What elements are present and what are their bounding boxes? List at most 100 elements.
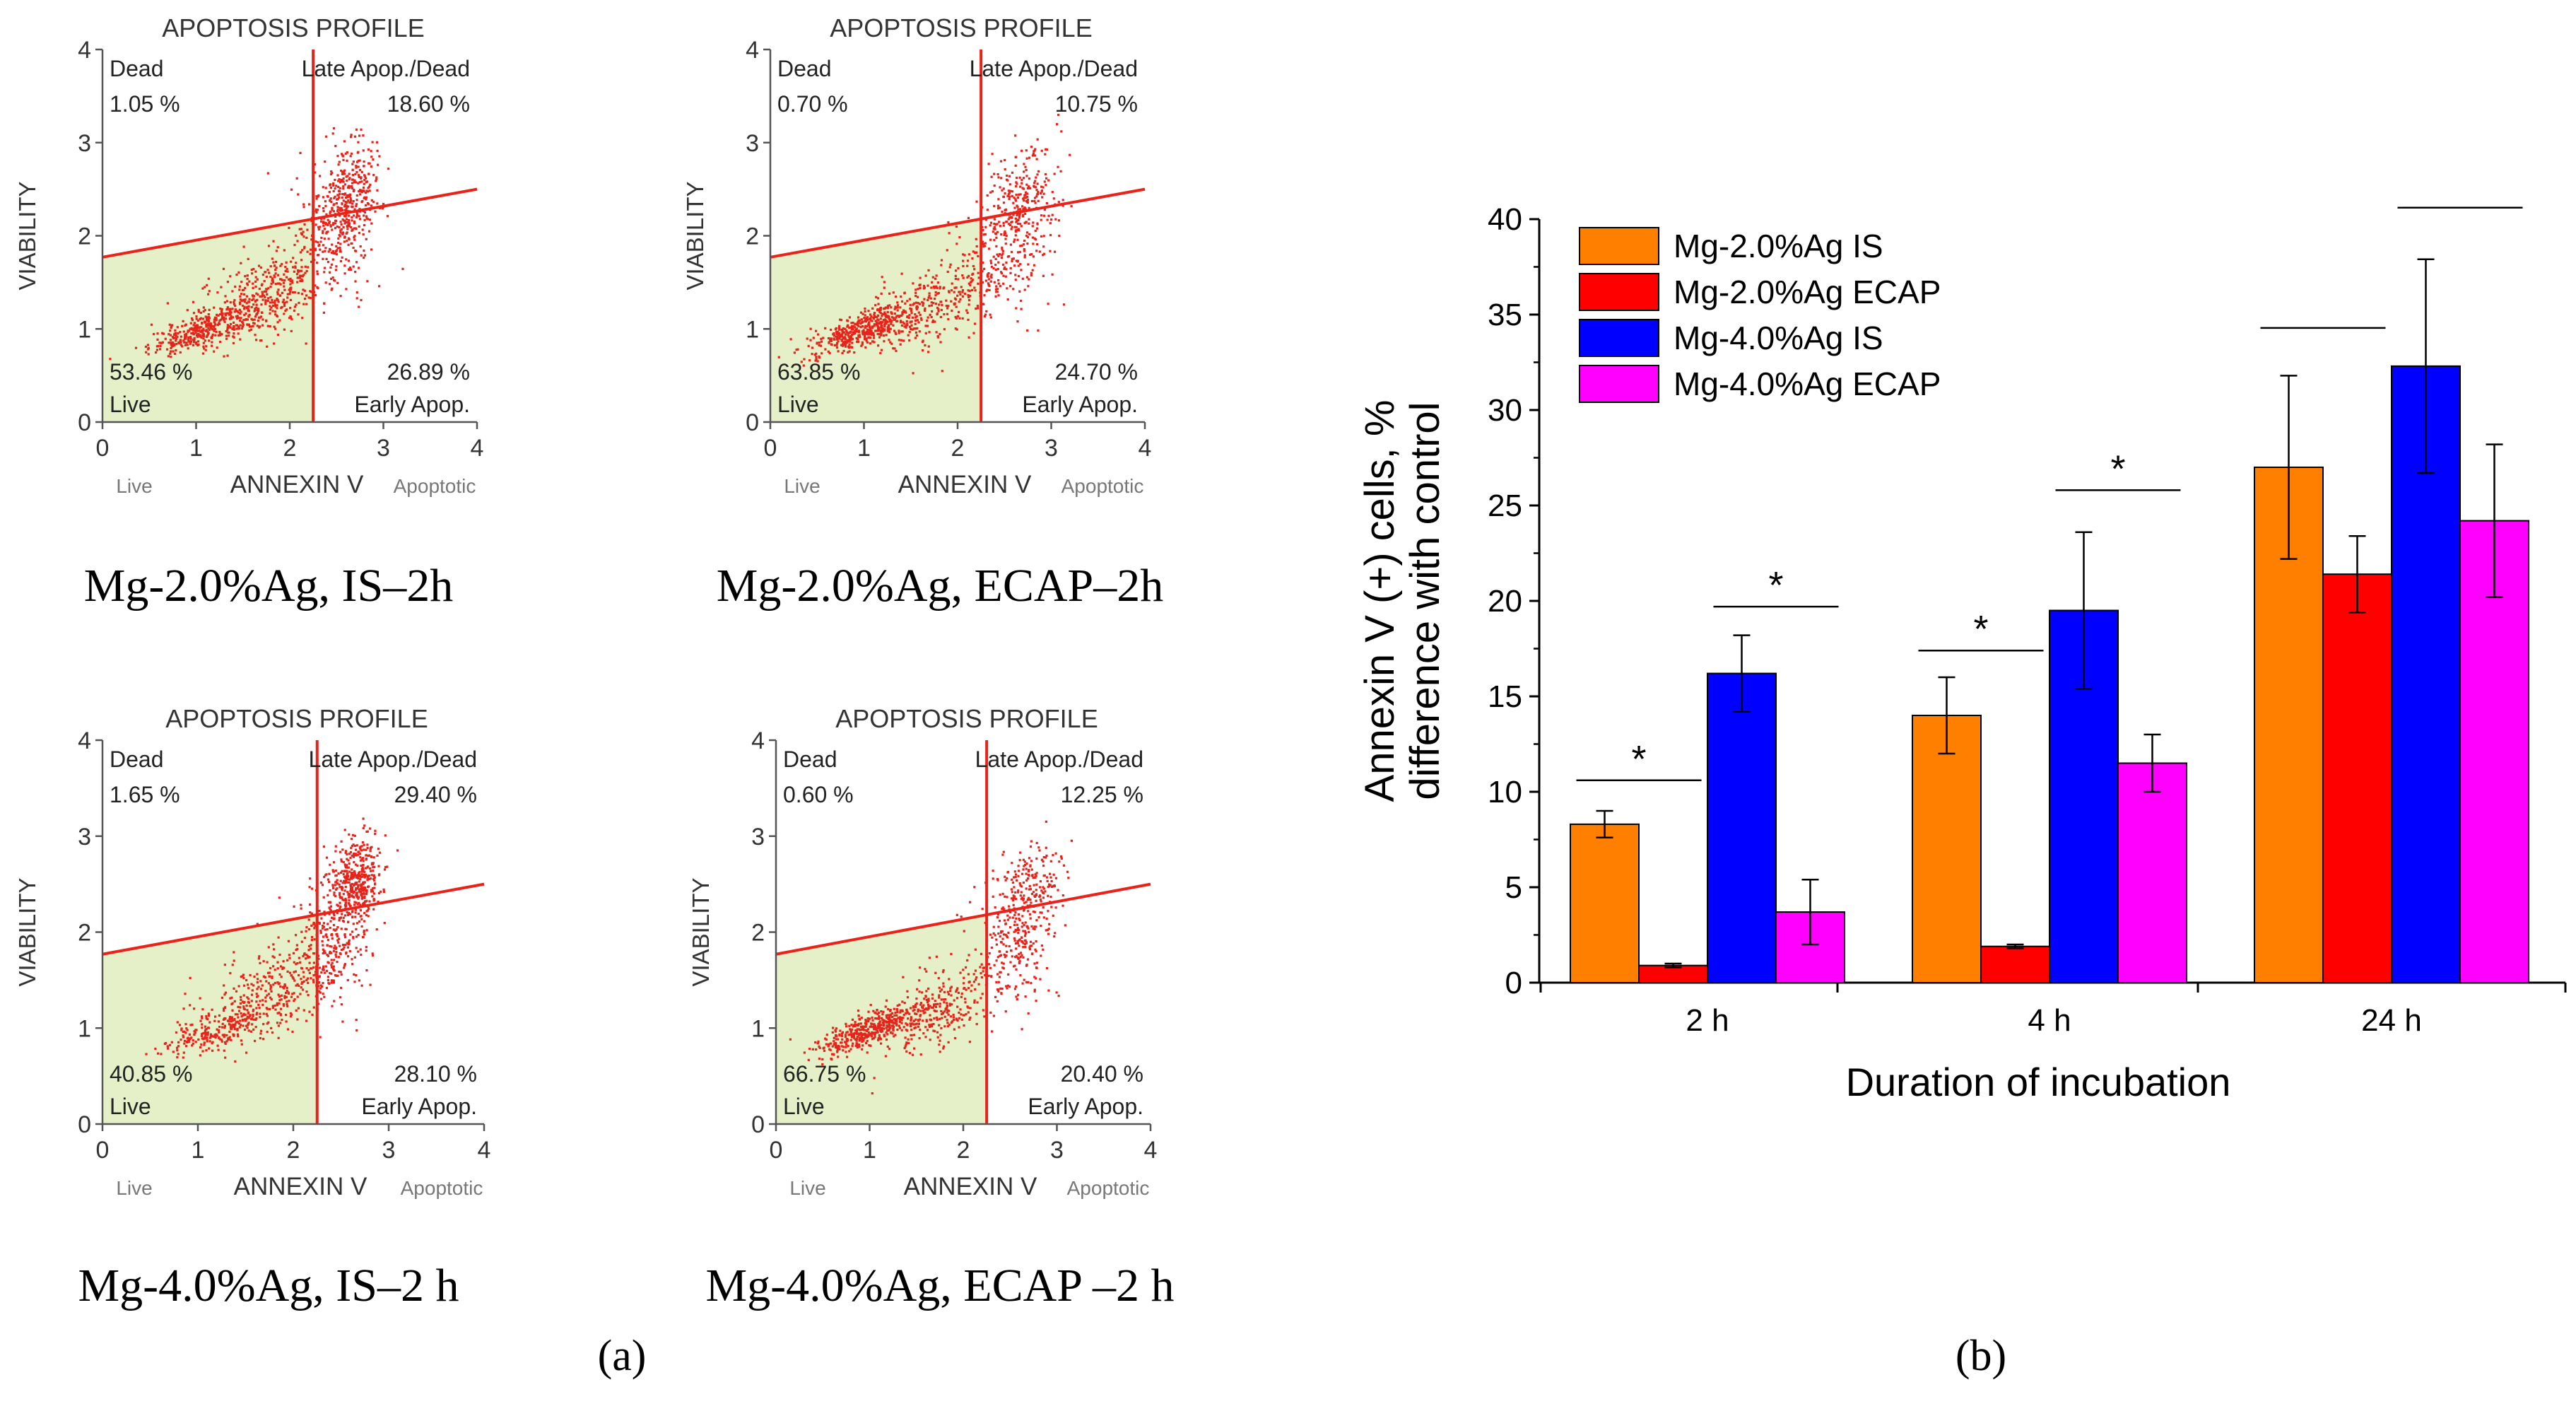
data-point (355, 194, 358, 197)
data-point (181, 324, 184, 327)
data-point (322, 244, 324, 247)
data-point (200, 1043, 203, 1046)
data-point (264, 990, 267, 993)
data-point (849, 1039, 852, 1041)
data-point (344, 886, 347, 889)
data-point (221, 315, 224, 317)
data-point (319, 930, 322, 932)
data-point (191, 319, 194, 322)
data-point (1061, 894, 1064, 897)
data-point (204, 286, 206, 288)
data-point (342, 187, 345, 190)
data-point (243, 305, 246, 308)
data-point (348, 201, 351, 204)
data-point (302, 988, 305, 991)
data-point (998, 221, 1001, 223)
data-point (942, 1047, 945, 1050)
x-tick-label: 0 (764, 435, 777, 462)
data-point (925, 990, 928, 993)
data-point (944, 1008, 947, 1011)
data-point (1014, 217, 1017, 220)
data-point (272, 240, 275, 242)
data-point (855, 1031, 858, 1035)
data-point (994, 268, 997, 271)
data-point (197, 333, 200, 336)
data-point (929, 1039, 931, 1041)
data-point (331, 172, 334, 175)
data-point (290, 279, 294, 282)
data-point (1011, 216, 1013, 219)
data-point (1015, 995, 1018, 998)
data-point (331, 1005, 334, 1007)
data-point (1051, 885, 1054, 888)
data-point (176, 1055, 179, 1059)
data-point (830, 1058, 833, 1061)
data-point (893, 1007, 895, 1010)
data-point (348, 881, 351, 884)
data-point (230, 315, 233, 317)
data-point (247, 1029, 250, 1032)
quadrant-dead-value: 1.65 % (110, 782, 180, 807)
data-point (369, 827, 372, 830)
data-point (880, 1010, 883, 1013)
data-point (237, 316, 240, 319)
data-point (268, 271, 271, 274)
data-point (324, 204, 327, 207)
data-point (191, 1023, 194, 1026)
data-point (305, 990, 308, 993)
data-point (348, 899, 351, 902)
data-point (1019, 263, 1022, 266)
data-point (876, 1026, 879, 1029)
data-point (327, 923, 329, 925)
data-point (850, 328, 853, 331)
data-point (339, 229, 342, 232)
data-point (863, 1029, 866, 1031)
data-point (208, 329, 211, 332)
data-point (992, 877, 994, 880)
data-point (283, 285, 286, 288)
data-point (895, 349, 898, 352)
data-point (987, 963, 990, 966)
data-point (880, 322, 883, 326)
data-point (369, 867, 372, 870)
data-point (922, 339, 924, 342)
data-point (1007, 218, 1010, 221)
data-point (851, 341, 854, 344)
data-point (864, 1022, 866, 1025)
data-point (951, 282, 953, 285)
data-point (838, 324, 841, 327)
data-point (940, 264, 943, 267)
data-point (349, 885, 352, 888)
data-point (331, 276, 334, 279)
data-point (879, 312, 882, 315)
data-point (244, 275, 247, 278)
data-point (240, 1039, 242, 1042)
data-point (171, 336, 174, 339)
data-point (252, 295, 254, 298)
data-point (1015, 230, 1018, 233)
data-point (905, 1008, 908, 1011)
data-point (177, 341, 180, 344)
data-point (230, 1017, 233, 1020)
data-point (812, 337, 815, 339)
data-point (375, 177, 378, 180)
data-point (910, 1007, 912, 1010)
data-point (866, 324, 869, 327)
data-point (281, 967, 284, 971)
data-point (925, 1019, 928, 1022)
data-point (253, 310, 256, 312)
data-point (269, 312, 271, 315)
data-point (869, 325, 871, 328)
data-point (902, 1014, 905, 1017)
data-point (1018, 859, 1021, 862)
data-point (1035, 195, 1038, 198)
data-point (254, 270, 257, 273)
data-point (848, 316, 851, 319)
data-point (229, 308, 232, 311)
data-point (191, 1044, 194, 1047)
data-point (325, 986, 328, 990)
data-point (922, 304, 924, 307)
data-point (975, 245, 978, 248)
data-point (908, 1052, 911, 1055)
data-point (302, 274, 305, 276)
